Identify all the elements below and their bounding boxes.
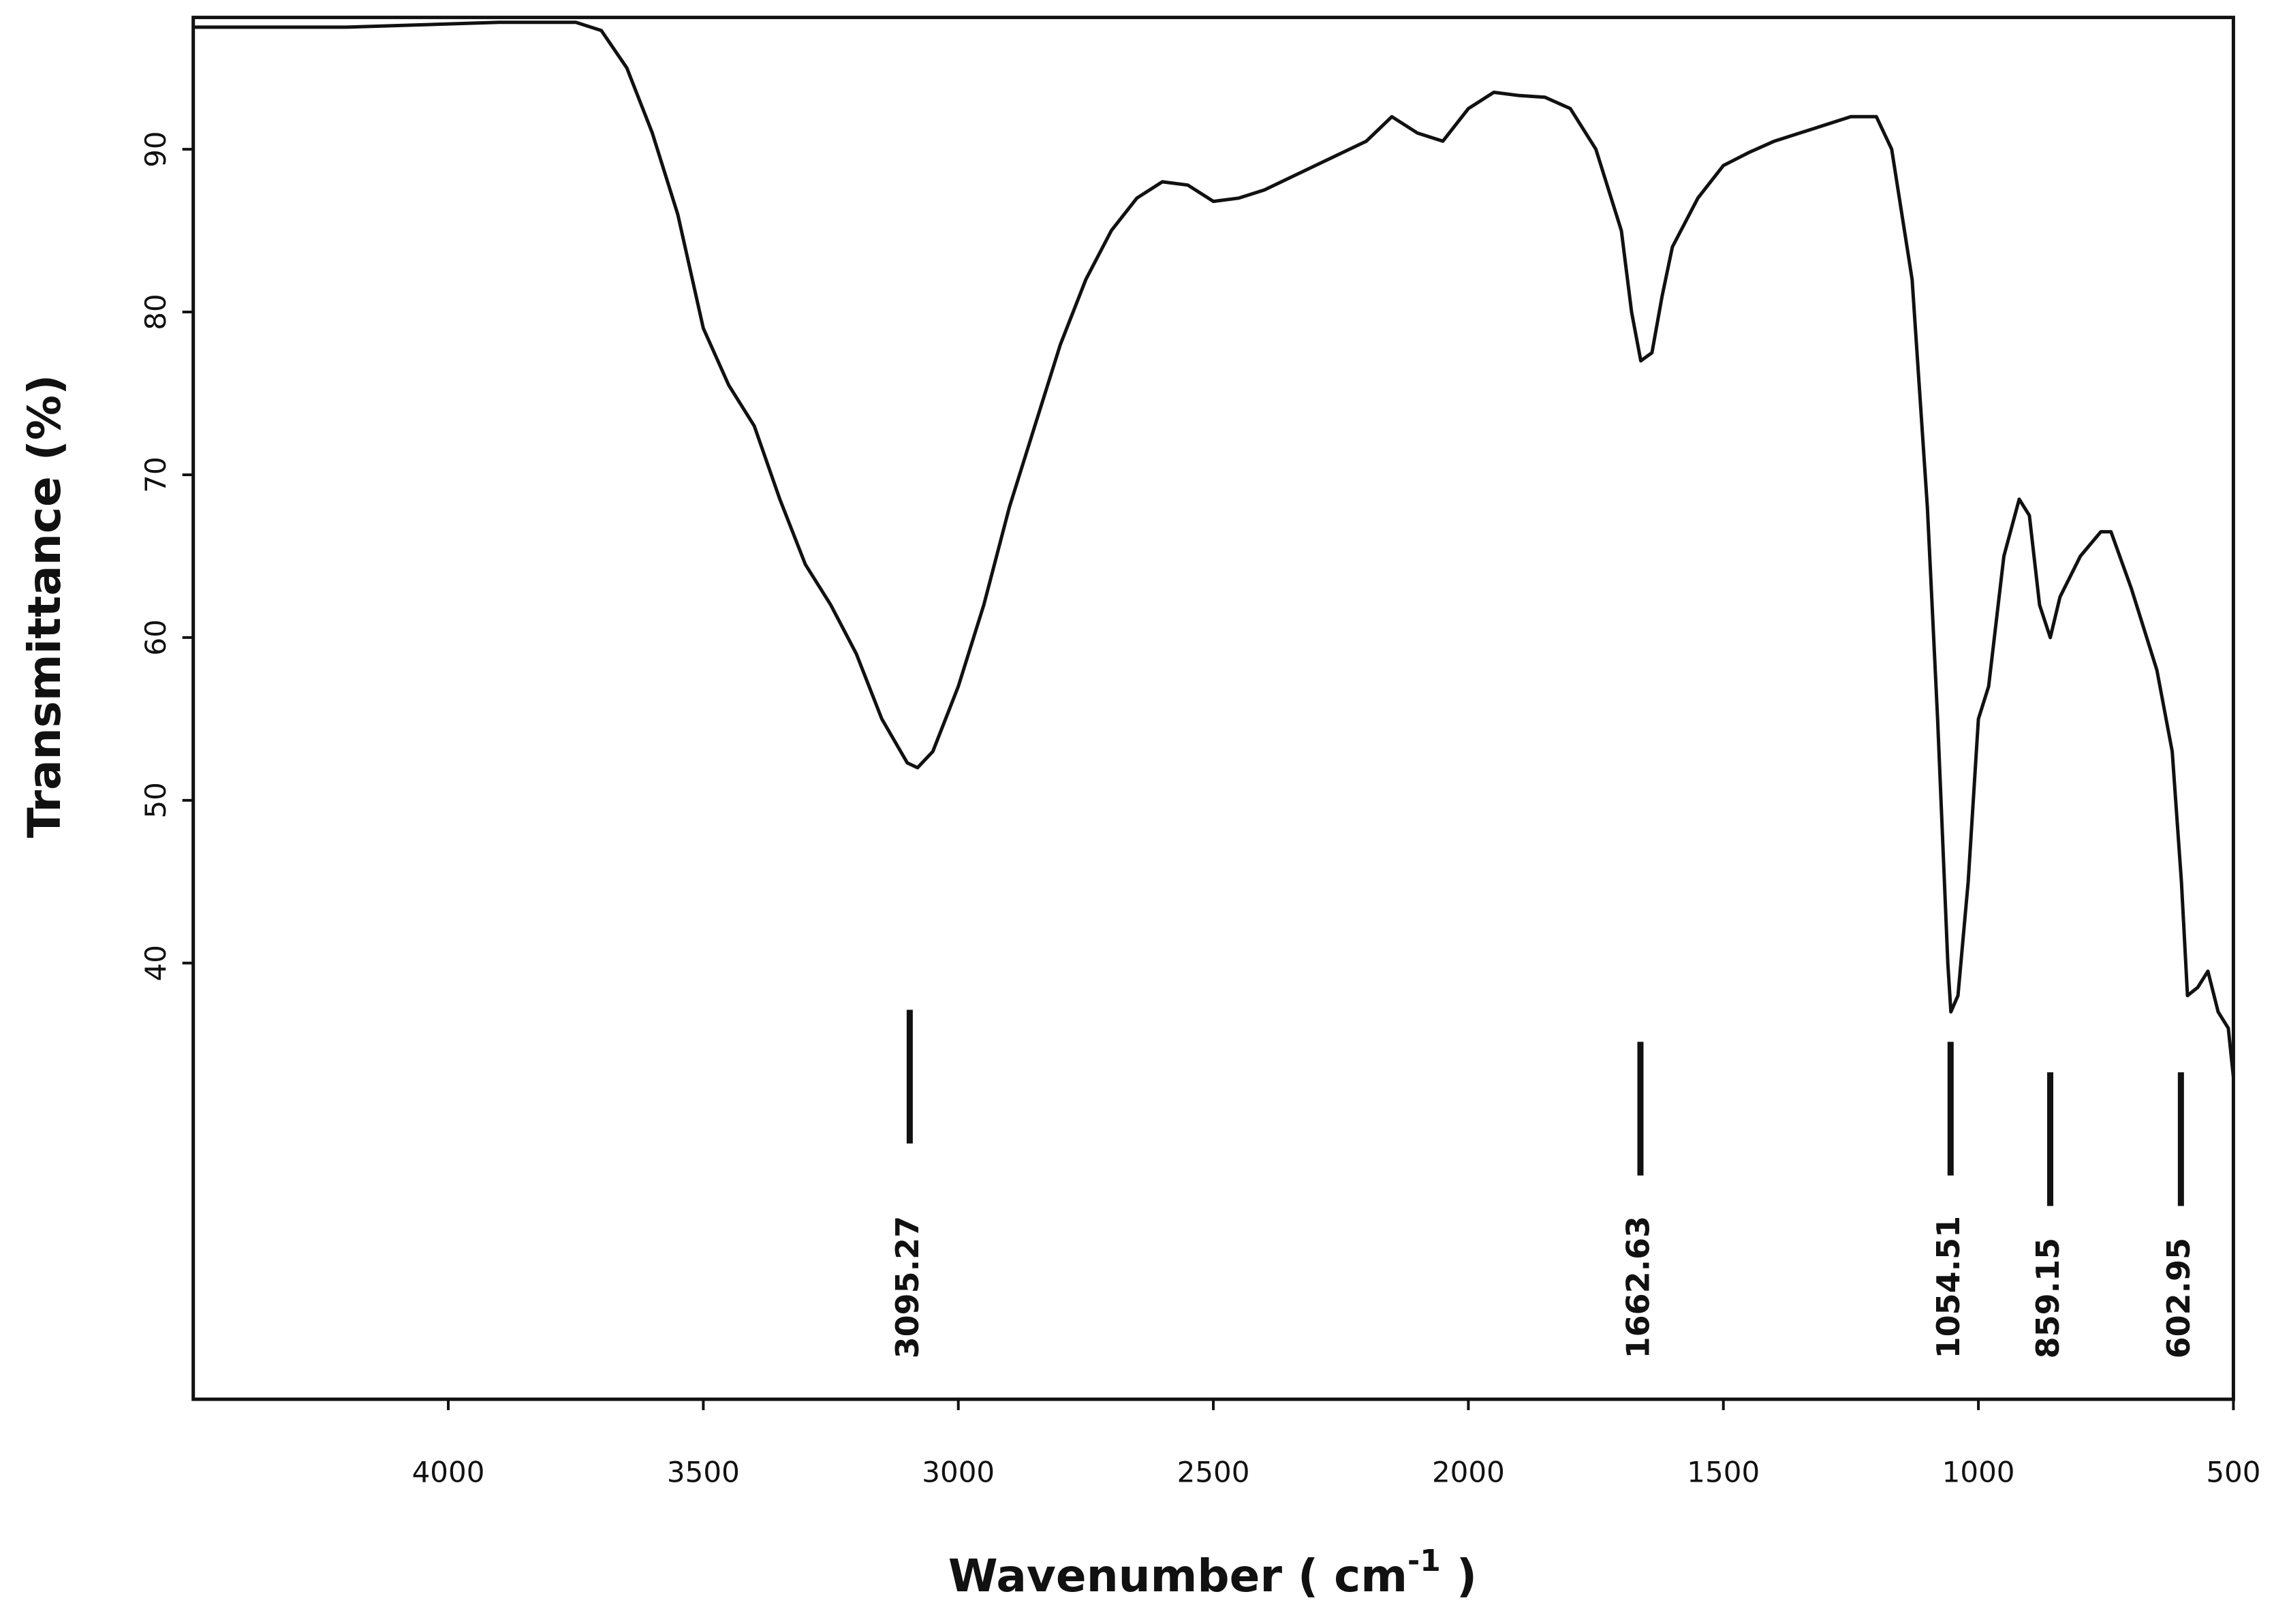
x-tick-label: 2500: [1177, 1456, 1250, 1489]
peak-label: 3095.27: [889, 1216, 926, 1359]
peak-label: 602.95: [2160, 1238, 2197, 1359]
x-label: Wavenumber ( cm: [948, 1550, 1407, 1602]
y-axis-title: Transmittance (%): [18, 375, 71, 838]
peak-label: 859.15: [2029, 1238, 2066, 1359]
y-tick-label: 60: [139, 619, 172, 655]
y-tick-label: 50: [139, 782, 172, 818]
x-label-sup: -1: [1407, 1544, 1441, 1578]
x-tick-label: 3500: [667, 1456, 740, 1489]
x-axis-title: Wavenumber ( cm-1 ): [948, 1544, 1477, 1602]
y-tick-label: 90: [139, 131, 172, 167]
peak-label: 1662.63: [1619, 1216, 1656, 1359]
x-label-end: ): [1441, 1550, 1477, 1602]
y-tick-label: 70: [139, 456, 172, 493]
spectrum-line: [193, 20, 2235, 1078]
x-tick-label: 2000: [1432, 1456, 1505, 1489]
peak-label: 1054.51: [1930, 1216, 1967, 1359]
y-tick-label: 80: [139, 294, 172, 330]
x-tick-label: 1500: [1687, 1456, 1760, 1489]
x-tick-label: 500: [2206, 1456, 2260, 1489]
plot-frame: [191, 16, 2235, 1401]
y-tick-label: 40: [139, 945, 172, 981]
x-tick-label: 4000: [412, 1456, 485, 1489]
x-tick-label: 3000: [922, 1456, 995, 1489]
x-tick-label: 1000: [1942, 1456, 2015, 1489]
